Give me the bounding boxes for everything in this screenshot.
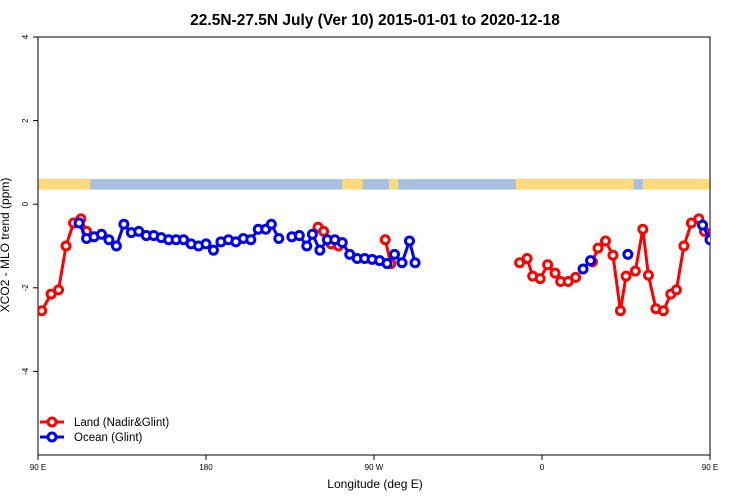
- legend-ocean-label: Ocean (Glint): [74, 432, 143, 444]
- data-point: [110, 240, 122, 252]
- data-point: [721, 230, 729, 238]
- data-point: [118, 218, 130, 230]
- y-tick-label: 4: [21, 34, 30, 39]
- data-point: [678, 240, 690, 252]
- data-point: [577, 263, 589, 275]
- series-line-segment: [646, 274, 658, 310]
- data-point: [585, 255, 597, 267]
- data-point: [542, 259, 554, 271]
- series-line-segment: [641, 229, 650, 276]
- x-tick-label: 0: [540, 463, 545, 472]
- series-layer: [38, 213, 750, 317]
- series-line-segment: [732, 240, 739, 246]
- data-point: [207, 244, 219, 256]
- data-point: [38, 305, 48, 317]
- data-point: [743, 220, 750, 228]
- land-band: [515, 179, 634, 190]
- chart-title: 22.5N-27.5N July (Ver 10) 2015-01-01 to …: [190, 12, 560, 29]
- x-axis: 90 E 180 90 W 0 90 E: [30, 455, 718, 472]
- data-point: [534, 273, 546, 285]
- data-point: [200, 238, 212, 250]
- legend: Land (Nadir&Glint) Ocean (Glint): [40, 416, 169, 444]
- land-band: [388, 179, 399, 190]
- data-point: [728, 236, 736, 244]
- land-band: [38, 179, 91, 190]
- data-point: [95, 228, 107, 240]
- y-tick-label: -2: [21, 284, 30, 292]
- series-line-segment: [611, 254, 622, 311]
- x-tick-label: 180: [199, 463, 213, 472]
- data-point: [713, 234, 721, 242]
- series-line-segment: [709, 238, 710, 240]
- data-point: [301, 240, 313, 252]
- data-point: [549, 267, 561, 279]
- data-point: [60, 240, 72, 252]
- data-point: [381, 258, 393, 270]
- x-axis-label: Longitude (deg E): [327, 477, 422, 491]
- land-band: [642, 179, 710, 190]
- data-point: [570, 271, 582, 283]
- data-point: [314, 244, 326, 256]
- y-tick-label: 0: [21, 201, 30, 206]
- land-ocean-mask: [38, 179, 710, 190]
- series-line-segment: [633, 229, 645, 272]
- x-tick-label: 90 W: [365, 463, 384, 472]
- data-point: [103, 234, 115, 246]
- data-point: [293, 230, 305, 242]
- x-tick-label: 90 E: [30, 463, 46, 472]
- data-point: [614, 305, 626, 317]
- data-point: [607, 249, 619, 261]
- data-point: [670, 284, 682, 296]
- data-point: [389, 248, 401, 260]
- data-point: [336, 237, 348, 249]
- legend-ocean-marker: [46, 431, 58, 443]
- data-point: [53, 284, 65, 296]
- data-point: [599, 235, 611, 247]
- series-line-segment: [725, 234, 732, 239]
- data-point: [657, 305, 669, 317]
- y-axis-label: XCO2 - MLO trend (ppm): [0, 178, 12, 313]
- data-point: [306, 228, 318, 240]
- data-point: [379, 234, 391, 246]
- data-point: [273, 232, 285, 244]
- data-point: [409, 257, 421, 269]
- data-point: [396, 257, 408, 269]
- data-point: [697, 219, 709, 231]
- land-band: [342, 179, 363, 190]
- data-point: [265, 218, 277, 230]
- y-tick-label: 2: [21, 118, 30, 123]
- y-tick-label: -4: [21, 367, 30, 375]
- data-point: [245, 234, 257, 246]
- series-line-segment: [618, 275, 628, 312]
- data-point: [318, 225, 330, 237]
- ocean-band: [38, 179, 710, 190]
- series-line-segment: [57, 245, 68, 291]
- data-point: [704, 234, 710, 246]
- series-line-segment: [740, 224, 747, 246]
- data-point: [622, 248, 634, 260]
- data-point: [736, 242, 744, 250]
- data-point: [642, 269, 654, 281]
- data-point: [592, 242, 604, 254]
- series-line-segment: [717, 234, 724, 238]
- legend-land-label: Land (Nadir&Glint): [74, 417, 169, 429]
- y-axis: 4 2 0 -2 -4: [21, 34, 38, 375]
- data-point: [403, 235, 415, 247]
- x-tick-label: 90 E: [702, 463, 718, 472]
- series-ocean: [73, 217, 750, 275]
- series-line-segment: [674, 245, 686, 291]
- data-point: [629, 265, 641, 277]
- data-point: [637, 223, 649, 235]
- legend-land-marker: [46, 416, 58, 428]
- data-point: [620, 270, 632, 282]
- data-point: [73, 217, 85, 229]
- data-point: [521, 253, 533, 265]
